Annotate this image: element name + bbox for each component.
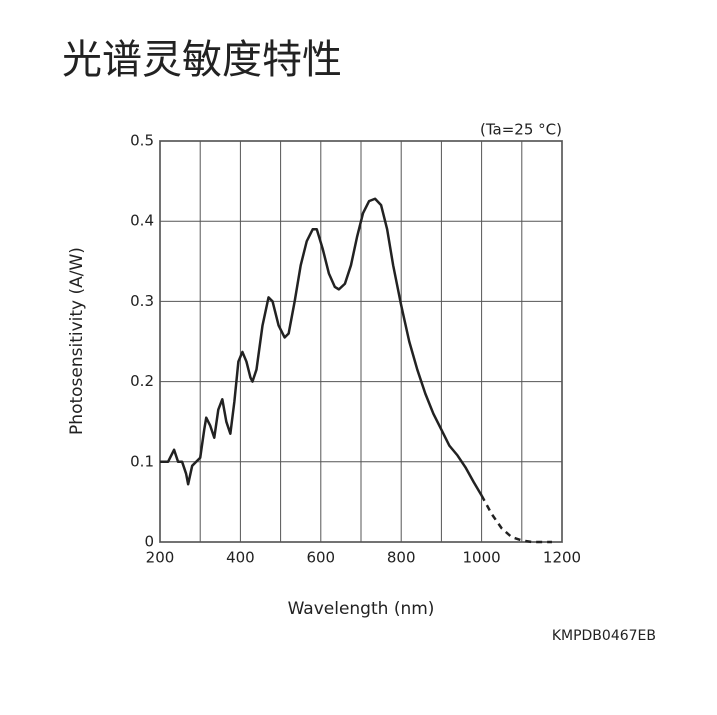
annotation: (Ta=25 °C)	[480, 121, 562, 139]
y-tick-label: 0.1	[130, 452, 154, 470]
y-tick-label: 0.4	[130, 212, 154, 230]
y-axis-label: Photosensitivity (A/W)	[67, 247, 87, 435]
x-axis-label: Wavelength (nm)	[288, 599, 435, 619]
data-line	[480, 494, 552, 544]
y-tick-label: 0.3	[130, 292, 154, 310]
y-tick-label: 0.2	[130, 372, 154, 390]
x-tick-label: 400	[226, 549, 255, 567]
x-tick-label: 200	[146, 549, 175, 567]
x-tick-label: 600	[306, 549, 335, 567]
x-tick-label: 800	[387, 549, 416, 567]
page-title: 光谱灵敏度特性	[62, 37, 342, 83]
data-line	[160, 197, 483, 497]
x-tick-label: 1200	[543, 549, 581, 567]
y-tick-label: 0	[144, 533, 154, 551]
figure-code: KMPDB0467EB	[552, 628, 656, 644]
y-tick-label: 0.5	[130, 132, 154, 150]
x-tick-label: 1000	[463, 549, 501, 567]
